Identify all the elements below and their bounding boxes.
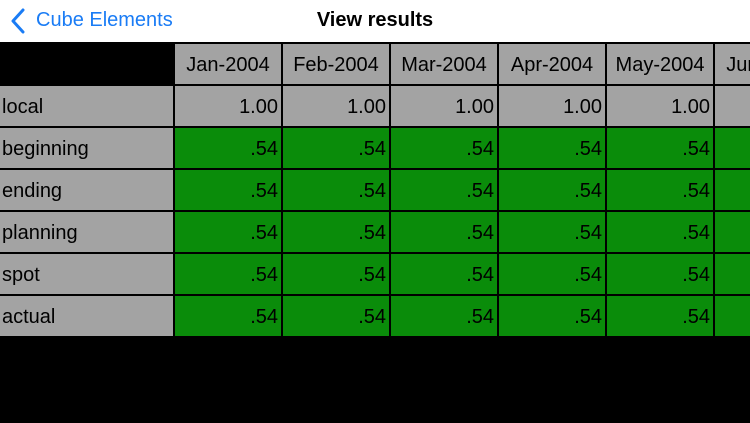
value-cell: .54 bbox=[283, 254, 389, 294]
column-header: Feb-2004 bbox=[283, 44, 389, 84]
value-cell: .54 bbox=[175, 254, 281, 294]
row-label: spot bbox=[0, 254, 173, 294]
value-cell: .54 bbox=[175, 212, 281, 252]
nav-title: View results bbox=[316, 9, 434, 31]
column-header: Jan-2004 bbox=[175, 44, 281, 84]
value-cell: .54 bbox=[283, 170, 389, 210]
value-cell bbox=[715, 170, 750, 210]
value-cell: 1.00 bbox=[391, 86, 497, 126]
value-cell: .54 bbox=[175, 170, 281, 210]
value-cell bbox=[715, 254, 750, 294]
value-cell bbox=[715, 128, 750, 168]
value-cell bbox=[715, 296, 750, 336]
row-label: ending bbox=[0, 170, 173, 210]
row-label: actual bbox=[0, 296, 173, 336]
row-label: beginning bbox=[0, 128, 173, 168]
column-header: Mar-2004 bbox=[391, 44, 497, 84]
value-cell: .54 bbox=[175, 128, 281, 168]
value-cell: .54 bbox=[391, 128, 497, 168]
value-cell: 1.00 bbox=[607, 86, 713, 126]
nav-bar: Cube Elements View results bbox=[0, 0, 750, 42]
value-cell: .54 bbox=[607, 170, 713, 210]
value-cell: 1.00 bbox=[283, 86, 389, 126]
value-cell: .54 bbox=[283, 296, 389, 336]
value-cell: 1.00 bbox=[499, 86, 605, 126]
value-cell: .54 bbox=[499, 212, 605, 252]
value-cell: .54 bbox=[175, 296, 281, 336]
value-cell: .54 bbox=[607, 212, 713, 252]
value-cell: .54 bbox=[499, 296, 605, 336]
value-cell: .54 bbox=[607, 296, 713, 336]
value-cell bbox=[715, 212, 750, 252]
row-label: planning bbox=[0, 212, 173, 252]
value-cell: .54 bbox=[607, 254, 713, 294]
value-cell: .54 bbox=[607, 128, 713, 168]
value-cell: .54 bbox=[391, 254, 497, 294]
row-label: local bbox=[0, 86, 173, 126]
back-chevron[interactable] bbox=[10, 8, 26, 34]
value-cell: .54 bbox=[499, 254, 605, 294]
value-cell: .54 bbox=[283, 212, 389, 252]
value-cell bbox=[715, 86, 750, 126]
column-header: Apr-2004 bbox=[499, 44, 605, 84]
column-header: May-2004 bbox=[607, 44, 713, 84]
value-cell: .54 bbox=[499, 128, 605, 168]
column-header: Jun-2004 bbox=[715, 44, 750, 84]
value-cell: .54 bbox=[391, 296, 497, 336]
value-cell: .54 bbox=[499, 170, 605, 210]
value-cell: .54 bbox=[391, 212, 497, 252]
back-button[interactable]: Cube Elements bbox=[36, 9, 173, 31]
value-cell: .54 bbox=[391, 170, 497, 210]
value-cell: 1.00 bbox=[175, 86, 281, 126]
value-cell: .54 bbox=[283, 128, 389, 168]
